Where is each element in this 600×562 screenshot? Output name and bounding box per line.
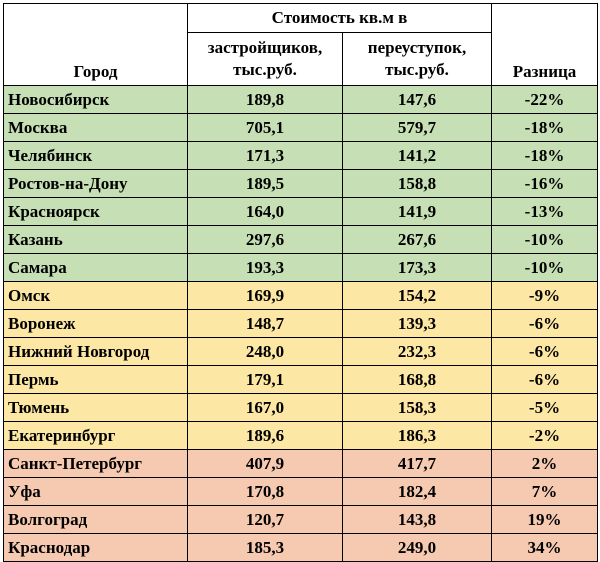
header-row-1: Город Стоимость кв.м в Разница xyxy=(3,3,599,86)
resale-price-cell: 147,6 xyxy=(341,85,493,114)
diff-cell: -22% xyxy=(491,85,599,114)
developer-price-cell: 120,7 xyxy=(187,505,343,534)
city-cell: Уфа xyxy=(3,477,188,506)
header-developers-line1: застройщиков, xyxy=(207,38,323,57)
diff-cell: -10% xyxy=(491,253,599,282)
city-cell: Ростов-на-Дону xyxy=(3,169,188,198)
developer-price-cell: 164,0 xyxy=(187,197,343,226)
diff-cell: -13% xyxy=(491,197,599,226)
table-row: Санкт-Петербург 407,9 417,7 2% xyxy=(3,449,599,478)
city-cell: Челябинск xyxy=(3,141,188,170)
table-row: Уфа 170,8 182,4 7% xyxy=(3,477,599,506)
table-row: Ростов-на-Дону 189,5 158,8 -16% xyxy=(3,169,599,198)
header-price-group: Стоимость кв.м в xyxy=(186,3,493,33)
developer-price-cell: 297,6 xyxy=(187,225,343,254)
diff-cell: -10% xyxy=(491,225,599,254)
table-row: Москва 705,1 579,7 -18% xyxy=(3,113,599,142)
resale-price-cell: 267,6 xyxy=(341,225,493,254)
resale-price-cell: 141,9 xyxy=(341,197,493,226)
developer-price-cell: 170,8 xyxy=(187,477,343,506)
city-cell: Воронеж xyxy=(3,309,188,338)
diff-cell: 19% xyxy=(491,505,599,534)
city-cell: Екатеринбург xyxy=(3,421,188,450)
header-diff: Разница xyxy=(491,3,599,86)
price-table: Город Стоимость кв.м в Разница застройщи… xyxy=(3,3,599,562)
city-cell: Новосибирск xyxy=(3,85,188,114)
city-cell: Санкт-Петербург xyxy=(3,449,188,478)
resale-price-cell: 158,8 xyxy=(341,169,493,198)
table-row: Екатеринбург 189,6 186,3 -2% xyxy=(3,421,599,450)
developer-price-cell: 179,1 xyxy=(187,365,343,394)
table-row: Краснодар 185,3 249,0 34% xyxy=(3,533,599,562)
resale-price-cell: 232,3 xyxy=(341,337,493,366)
city-cell: Нижний Новгород xyxy=(3,337,188,366)
table-row: Красноярск 164,0 141,9 -13% xyxy=(3,197,599,226)
developer-price-cell: 171,3 xyxy=(187,141,343,170)
diff-cell: -16% xyxy=(491,169,599,198)
diff-cell: -5% xyxy=(491,393,599,422)
diff-cell: -6% xyxy=(491,309,599,338)
developer-price-cell: 189,5 xyxy=(187,169,343,198)
developer-price-cell: 189,8 xyxy=(187,85,343,114)
header-developers: застройщиков, тыс.руб. xyxy=(187,32,343,86)
table-row: Воронеж 148,7 139,3 -6% xyxy=(3,309,599,338)
resale-price-cell: 186,3 xyxy=(341,421,493,450)
city-cell: Волгоград xyxy=(3,505,188,534)
resale-price-cell: 141,2 xyxy=(341,141,493,170)
city-cell: Казань xyxy=(3,225,188,254)
city-cell: Краснодар xyxy=(3,533,188,562)
city-cell: Красноярск xyxy=(3,197,188,226)
table-row: Пермь 179,1 168,8 -6% xyxy=(3,365,599,394)
developer-price-cell: 407,9 xyxy=(187,449,343,478)
diff-cell: -9% xyxy=(491,281,599,310)
table-row: Тюмень 167,0 158,3 -5% xyxy=(3,393,599,422)
city-cell: Тюмень xyxy=(3,393,188,422)
table-row: Казань 297,6 267,6 -10% xyxy=(3,225,599,254)
diff-cell: -18% xyxy=(491,141,599,170)
diff-cell: -6% xyxy=(491,365,599,394)
developer-price-cell: 189,6 xyxy=(187,421,343,450)
city-cell: Москва xyxy=(3,113,188,142)
resale-price-cell: 139,3 xyxy=(341,309,493,338)
diff-cell: -6% xyxy=(491,337,599,366)
table-row: Волгоград 120,7 143,8 19% xyxy=(3,505,599,534)
developer-price-cell: 248,0 xyxy=(187,337,343,366)
diff-cell: 34% xyxy=(491,533,599,562)
header-developers-line2: тыс.руб. xyxy=(233,60,297,79)
city-cell: Самара xyxy=(3,253,188,282)
developer-price-cell: 193,3 xyxy=(187,253,343,282)
developer-price-cell: 167,0 xyxy=(187,393,343,422)
table-row: Омск 169,9 154,2 -9% xyxy=(3,281,599,310)
table-row: Нижний Новгород 248,0 232,3 -6% xyxy=(3,337,599,366)
resale-price-cell: 182,4 xyxy=(341,477,493,506)
diff-cell: 7% xyxy=(491,477,599,506)
table-row: Новосибирск 189,8 147,6 -22% xyxy=(3,85,599,114)
diff-cell: -2% xyxy=(491,421,599,450)
diff-cell: -18% xyxy=(491,113,599,142)
developer-price-cell: 148,7 xyxy=(187,309,343,338)
diff-cell: 2% xyxy=(491,449,599,478)
resale-price-cell: 143,8 xyxy=(341,505,493,534)
resale-price-cell: 168,8 xyxy=(341,365,493,394)
header-resale-line1: переуступок, xyxy=(367,38,467,57)
table-row: Челябинск 171,3 141,2 -18% xyxy=(3,141,599,170)
city-cell: Омск xyxy=(3,281,188,310)
developer-price-cell: 185,3 xyxy=(187,533,343,562)
header-resale: переуступок, тыс.руб. xyxy=(341,32,493,86)
table-row: Самара 193,3 173,3 -10% xyxy=(3,253,599,282)
resale-price-cell: 154,2 xyxy=(341,281,493,310)
developer-price-cell: 705,1 xyxy=(187,113,343,142)
header-city: Город xyxy=(3,3,188,86)
resale-price-cell: 158,3 xyxy=(341,393,493,422)
resale-price-cell: 417,7 xyxy=(341,449,493,478)
developer-price-cell: 169,9 xyxy=(187,281,343,310)
city-cell: Пермь xyxy=(3,365,188,394)
table-body: Новосибирск 189,8 147,6 -22% Москва 705,1 579,… xyxy=(3,85,599,562)
resale-price-cell: 249,0 xyxy=(341,533,493,562)
resale-price-cell: 173,3 xyxy=(341,253,493,282)
resale-price-cell: 579,7 xyxy=(341,113,493,142)
header-resale-line2: тыс.руб. xyxy=(385,60,449,79)
header-row-2: застройщиков, тыс.руб. переуступок, тыс.… xyxy=(4,32,598,86)
